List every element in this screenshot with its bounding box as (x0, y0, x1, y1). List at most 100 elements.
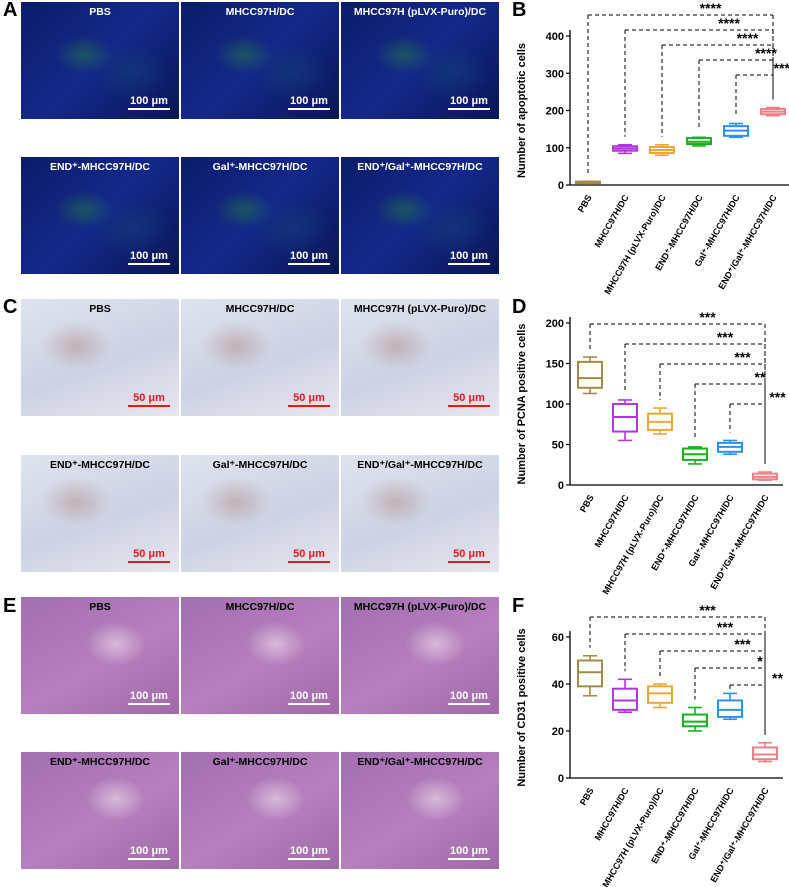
significance-label: ** (755, 369, 766, 385)
panel-label-a: A (3, 0, 18, 21)
scale-bar: 100 μm (288, 690, 330, 705)
scale-bar: 50 μm (448, 548, 490, 563)
y-tick-label: 200 (546, 106, 564, 118)
y-tick-label: 300 (546, 68, 564, 80)
box-4 (682, 713, 708, 728)
significance-label: *** (699, 602, 716, 618)
significance-label: **** (737, 30, 759, 46)
y-tick-label: 20 (552, 726, 564, 738)
caption: END⁺-MHCC97H/DC (49, 161, 151, 173)
scale-bar: 50 μm (288, 548, 330, 563)
micrograph-e-plvx-puro-dc: MHCC97H (pLVX-Puro)/DC 100 μm (341, 597, 499, 714)
x-tick-label: PBS (576, 193, 594, 214)
box-2 (612, 687, 638, 711)
panel-label-c: C (3, 296, 18, 318)
micrograph-e-mhcc97h-dc: MHCC97H/DC 100 μm (181, 597, 339, 714)
significance-label: ** (772, 670, 783, 686)
micrograph-e-pbs: PBS 100 μm (21, 597, 179, 714)
significance-label: **** (718, 15, 740, 31)
y-axis-label: Number of apoptotic cells (516, 43, 528, 178)
y-tick-label: 0 (558, 180, 564, 192)
x-tick-label: PBS (578, 493, 596, 514)
micrograph-a-pbs: PBS 100 μm (21, 2, 179, 119)
significance-label: * (757, 653, 763, 669)
micrograph-c-end-gal-dc: END⁺/Gal⁺-MHCC97H/DC 50 μm (341, 455, 499, 572)
chart-f-cd31-positive-cells: Number of CD31 positive cells 0 20 40 60 PBSM… (516, 602, 783, 887)
caption: MHCC97H/DC (225, 303, 295, 315)
micrograph-e-end-gal-dc: END⁺/Gal⁺-MHCC97H/DC 100 μm (341, 752, 499, 869)
caption: END⁺/Gal⁺-MHCC97H/DC (357, 756, 483, 768)
y-tick-label: 60 (552, 632, 564, 644)
caption: MHCC97H (pLVX-Puro)/DC (353, 601, 487, 613)
panel-label-b: B (512, 0, 527, 21)
caption: END⁺/Gal⁺-MHCC97H/DC (357, 161, 483, 173)
y-tick-label: 100 (546, 399, 564, 411)
scale-bar: 100 μm (448, 845, 490, 860)
chart-b-apoptotic-cells: Number of apoptotic cells 0 100 200 300 400 PB… (516, 0, 789, 296)
micrograph-c-pbs: PBS 50 μm (21, 299, 179, 416)
scale-bar: 100 μm (448, 250, 490, 265)
scale-bar: 100 μm (448, 690, 490, 705)
chart-d-pcna-positive-cells: Number of PCNA positive cells 0 50 100 150 20… (516, 309, 786, 597)
x-tick-label: MHCC97H (pLVX-Puro)/DC (600, 786, 666, 887)
y-tick-label: 0 (558, 773, 564, 785)
scale-bar: 100 μm (288, 95, 330, 110)
y-tick-label: 40 (552, 679, 564, 691)
caption: MHCC97H/DC (225, 601, 295, 613)
caption: END⁺-MHCC97H/DC (49, 756, 151, 768)
significance-label: *** (699, 309, 716, 325)
box-6 (752, 746, 778, 761)
box-3 (647, 685, 673, 704)
scale-bar: 50 μm (288, 392, 330, 407)
caption: Gal⁺-MHCC97H/DC (212, 161, 308, 173)
significance-label: *** (717, 619, 734, 635)
micrograph-c-mhcc97h-dc: MHCC97H/DC 50 μm (181, 299, 339, 416)
scale-bar: 100 μm (128, 845, 170, 860)
scale-bar: 100 μm (128, 250, 170, 265)
caption: END⁺-MHCC97H/DC (49, 459, 151, 471)
caption: MHCC97H (pLVX-Puro)/DC (353, 303, 487, 315)
significance-label: *** (734, 349, 751, 365)
scale-bar: 100 μm (288, 250, 330, 265)
micrograph-e-gal-dc: Gal⁺-MHCC97H/DC 100 μm (181, 752, 339, 869)
y-axis-label: Number of CD31 positive cells (516, 628, 528, 786)
panel-label-e: E (3, 595, 17, 617)
significance-label: **** (755, 45, 777, 61)
scale-bar: 50 μm (448, 392, 490, 407)
x-tick-label: PBS (578, 786, 596, 807)
micrograph-c-end-dc: END⁺-MHCC97H/DC 50 μm (21, 455, 179, 572)
y-tick-label: 400 (546, 31, 564, 43)
scale-bar: 100 μm (128, 690, 170, 705)
caption: MHCC97H/DC (225, 6, 295, 18)
y-tick-label: 100 (546, 143, 564, 155)
y-tick-label: 150 (546, 359, 564, 371)
y-tick-label: 50 (552, 440, 564, 452)
caption: MHCC97H (pLVX-Puro)/DC (353, 6, 487, 18)
caption: Gal⁺-MHCC97H/DC (212, 756, 308, 768)
significance-label: *** (734, 636, 751, 652)
scale-bar: 50 μm (128, 392, 170, 407)
micrograph-a-end-dc: END⁺-MHCC97H/DC 100 μm (21, 157, 179, 274)
caption: PBS (89, 303, 111, 315)
y-tick-label: 0 (558, 480, 564, 492)
x-tick-label: MHCC97H (pLVX-Puro)/DC (600, 493, 666, 597)
micrograph-a-gal-dc: Gal⁺-MHCC97H/DC 100 μm (181, 157, 339, 274)
micrograph-a-end-gal-dc: END⁺/Gal⁺-MHCC97H/DC 100 μm (341, 157, 499, 274)
caption: Gal⁺-MHCC97H/DC (212, 459, 308, 471)
micrograph-c-gal-dc: Gal⁺-MHCC97H/DC 50 μm (181, 455, 339, 572)
scale-bar: 50 μm (128, 548, 170, 563)
micrograph-c-plvx-puro-dc: MHCC97H (pLVX-Puro)/DC 50 μm (341, 299, 499, 416)
box-5 (717, 699, 743, 718)
micrograph-a-mhcc97h-dc: MHCC97H/DC 100 μm (181, 2, 339, 119)
panel-label-f: F (512, 595, 525, 617)
scale-bar: 100 μm (128, 95, 170, 110)
caption: PBS (89, 601, 111, 613)
box-1 (577, 360, 603, 389)
micrograph-e-end-dc: END⁺-MHCC97H/DC 100 μm (21, 752, 179, 869)
caption: PBS (89, 6, 111, 18)
significance-label: **** (700, 0, 722, 16)
panel-label-d: D (512, 296, 527, 318)
y-axis-label: Number of PCNA positive cells (516, 324, 528, 485)
y-tick-label: 200 (546, 318, 564, 330)
x-tick-label: MHCC97H/DC (593, 193, 631, 250)
